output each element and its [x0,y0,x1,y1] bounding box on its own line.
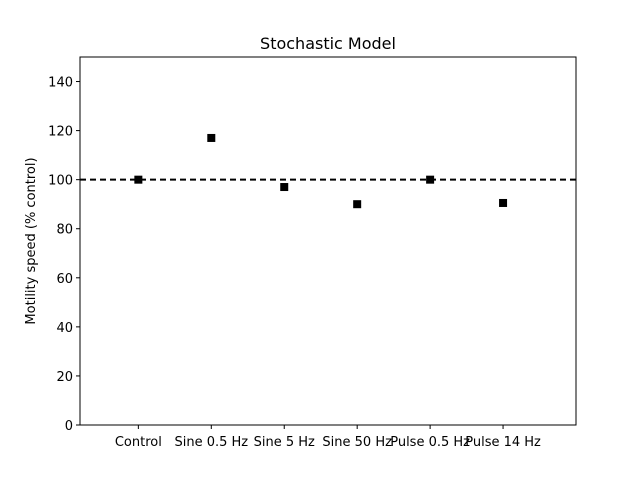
y-tick-label: 80 [56,223,73,238]
x-tick-label: Control [115,435,162,450]
x-tick-label: Sine 5 Hz [254,435,315,450]
axis-ticks: 0 20 40 60 80 100 120 140 Control Sine 0.5 Hz Sine… [48,76,541,450]
data-point [499,198,508,207]
data-point [353,200,362,209]
data-point [280,183,289,192]
y-axis-label: Motility speed (% control) [24,157,39,324]
y-tick-label: 0 [65,419,73,434]
chart-title: Stochastic Model [260,34,396,53]
x-tick-label: Pulse 0.5 Hz [390,435,470,450]
y-tick-label: 120 [48,125,73,140]
y-tick-label: 140 [48,76,73,91]
y-tick-label: 20 [56,370,73,385]
data-points [134,133,508,209]
plot-area-frame [79,56,577,426]
x-tick-label: Sine 0.5 Hz [174,435,248,450]
y-tick-label: 100 [48,174,73,189]
x-tick-label: Pulse 14 Hz [465,435,541,450]
data-point [426,175,435,184]
y-tick-label: 60 [56,272,73,287]
y-tick-label: 40 [56,321,73,336]
data-point [134,175,143,184]
data-point [207,133,216,142]
x-tick-label: Sine 50 Hz [322,435,392,450]
